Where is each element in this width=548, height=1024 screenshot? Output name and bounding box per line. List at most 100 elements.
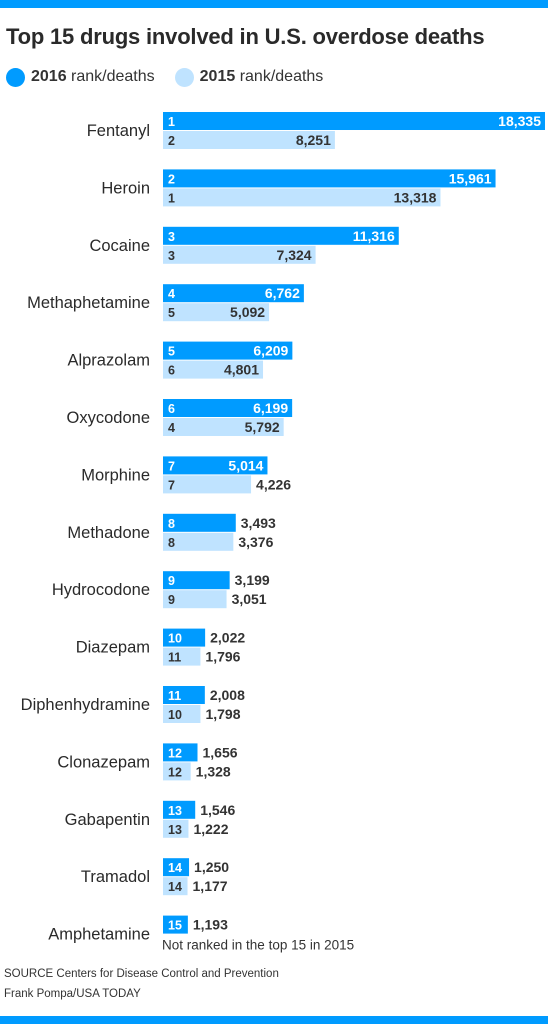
rank-label-2016-diazepam: 10 [168,632,182,646]
value-label-2016-hydrocodone: 3,199 [235,572,270,588]
rank-label-2016-hydrocodone: 9 [168,574,175,588]
category-label-alprazolam: Alprazolam [67,352,150,370]
rank-label-2016-alprazolam: 5 [168,345,175,359]
credit-line: Frank Pompa/USA TODAY [4,988,141,1000]
value-label-2015-gabapentin: 1,222 [193,821,228,837]
rank-label-2016-methadone: 8 [168,517,175,531]
bar-2016-methadone [163,513,236,532]
footer: SOURCE Centers for Disease Control and P… [4,964,279,1004]
value-label-2015-oxycodone: 5,792 [245,419,280,435]
source-note: SOURCE Centers for Disease Control and P… [4,968,279,980]
bar-2015-oxycodone [163,418,284,436]
rank-label-2016-methaphetamine: 4 [168,287,175,301]
rank-label-2016-clonazepam: 12 [168,746,182,760]
value-label-2016-tramadol: 1,250 [194,859,229,875]
bar-2016-amphetamine [163,915,188,934]
bar-2015-hydrocodone [163,590,227,609]
legend-item-2016: 2016 rank/deaths [6,67,155,87]
rank-label-2015-methadone: 8 [168,536,175,550]
value-label-2016-oxycodone: 6,199 [253,400,288,416]
bar-2016-clonazepam [163,743,198,762]
rank-label-2015-fentanyl: 2 [168,134,175,148]
category-label-methadone: Methadone [67,524,150,542]
rank-label-2015-methaphetamine: 5 [168,306,175,320]
category-label-tramadol: Tramadol [81,868,150,886]
value-label-2015-methaphetamine: 5,092 [230,304,265,320]
category-label-cocaine: Cocaine [89,237,150,255]
bar-2015-cocaine [163,245,316,264]
legend-label-2015: 2015 rank/deaths [199,68,324,85]
category-label-methaphetamine: Methaphetamine [27,294,150,312]
value-label-2015-morphine: 4,226 [256,476,291,492]
category-label-diazepam: Diazepam [76,639,150,657]
value-label-2016-fentanyl: 18,335 [498,113,541,129]
category-label-hydrocodone: Hydrocodone [52,581,150,599]
bar-2015-morphine [163,475,252,494]
bar-2016-methaphetamine [163,284,304,303]
value-label-2015-alprazolam: 4,801 [224,362,259,378]
value-label-2016-methaphetamine: 6,762 [265,285,300,301]
rank-label-2015-diphenhydramine: 10 [168,708,182,722]
bar-2016-diphenhydramine [163,686,205,704]
value-label-2016-morphine: 5,014 [228,457,263,473]
bar-2016-oxycodone [163,399,293,417]
value-label-2016-cocaine: 11,316 [353,228,395,244]
bar-2015-alprazolam [163,360,264,379]
rank-label-2016-oxycodone: 6 [168,402,175,416]
bar-2016-morphine [163,456,268,475]
category-label-gabapentin: Gabapentin [65,811,150,829]
value-label-2015-clonazepam: 1,328 [196,763,231,779]
value-label-2016-diazepam: 2,022 [210,630,245,646]
rank-label-2016-cocaine: 3 [168,230,175,244]
legend-label-2016: 2016 rank/deaths [31,68,155,85]
value-label-2016-alprazolam: 6,209 [253,343,288,359]
category-label-fentanyl: Fentanyl [87,122,150,140]
rank-label-2015-cocaine: 3 [168,249,175,263]
bar-2016-cocaine [163,226,399,245]
bar-2016-hydrocodone [163,571,230,590]
rank-label-2015-clonazepam: 12 [168,765,182,779]
category-label-clonazepam: Clonazepam [57,753,150,771]
category-label-amphetamine: Amphetamine [48,926,150,944]
bar-2016-heroin [163,169,496,188]
category-label-morphine: Morphine [81,466,150,484]
category-label-oxycodone: Oxycodone [67,409,150,427]
legend: 2016 rank/deaths 2015 rank/deaths [6,66,343,88]
rank-label-2016-diphenhydramine: 11 [168,689,181,703]
rank-label-2015-morphine: 7 [168,478,175,492]
value-label-2015-fentanyl: 8,251 [296,132,331,148]
rank-label-2016-gabapentin: 13 [168,804,182,818]
legend-swatch-2016 [6,67,25,87]
value-label-2015-methadone: 3,376 [238,534,273,550]
chart-title: Top 15 drugs involved in U.S. overdose d… [6,24,485,49]
bar-2015-tramadol [163,877,188,896]
rank-label-2015-heroin: 1 [168,191,175,205]
rank-label-2016-fentanyl: 1 [168,115,175,129]
value-label-2016-diphenhydramine: 2,008 [210,687,245,703]
value-label-2016-heroin: 15,961 [449,170,492,186]
value-label-2015-diazepam: 1,796 [205,649,240,665]
bar-2015-methadone [163,532,234,551]
value-label-2016-gabapentin: 1,546 [200,802,235,818]
value-label-2015-hydrocodone: 3,051 [232,591,267,607]
value-label-2015-diphenhydramine: 1,798 [205,706,240,722]
value-label-2015-cocaine: 7,324 [277,247,312,263]
rank-label-2015-oxycodone: 4 [168,421,175,435]
bar-2016-diazepam [163,628,206,647]
rank-label-2016-heroin: 2 [168,172,175,186]
value-label-2016-clonazepam: 1,656 [203,744,238,760]
rank-label-2015-diazepam: 11 [168,651,181,665]
value-label-2015-tramadol: 1,177 [193,878,228,894]
annotation-not-ranked: Not ranked in the top 15 in 2015 [162,938,354,953]
top-accent-bar [0,0,548,8]
rank-label-2015-gabapentin: 13 [168,823,182,837]
rank-label-2015-hydrocodone: 9 [168,593,175,607]
value-label-2016-amphetamine: 1,193 [193,917,228,933]
bar-2015-clonazepam [163,762,191,781]
bar-2015-methaphetamine [163,303,270,322]
bar-2016-alprazolam [163,341,293,360]
rank-label-2015-tramadol: 14 [168,880,182,894]
category-label-diphenhydramine: Diphenhydramine [21,696,150,714]
legend-swatch-2015 [174,67,194,87]
